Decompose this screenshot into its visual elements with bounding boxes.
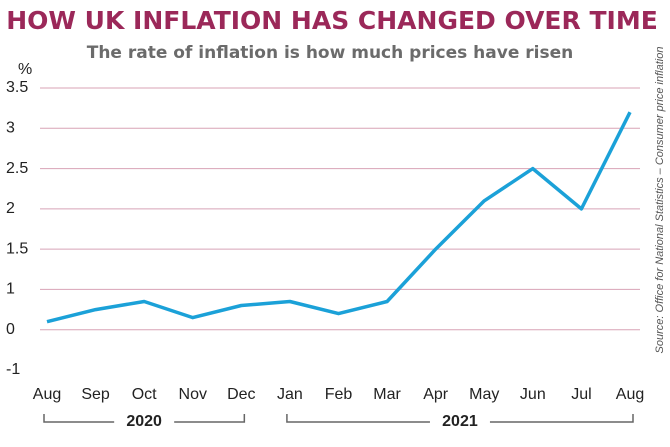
y-tick-label: 3.5 <box>6 79 28 96</box>
x-tick-label: May <box>469 386 499 403</box>
y-tick-label: 2 <box>6 200 15 217</box>
y-tick-label: 1.5 <box>6 240 28 257</box>
y-tick-label: 3 <box>6 120 15 137</box>
data-line <box>46 111 632 324</box>
x-tick-label: Jan <box>277 386 303 403</box>
y-tick-label: -1 <box>6 361 20 378</box>
y-axis-label: % <box>18 61 32 78</box>
x-tick-label: Dec <box>227 386 255 403</box>
year-bracket <box>286 414 634 423</box>
x-tick-label: Apr <box>423 386 449 403</box>
year-label: 2021 <box>442 413 478 430</box>
x-tick-label: Jun <box>520 386 546 403</box>
x-tick-label: Aug <box>616 386 644 403</box>
chart-title: HOW UK INFLATION HAS CHANGED OVER TIME <box>6 6 658 35</box>
x-tick-label: Aug <box>33 386 61 403</box>
x-tick-label: Feb <box>325 386 353 403</box>
x-tick-label: Jul <box>571 386 591 403</box>
year-label: 2020 <box>126 413 162 430</box>
x-tick-label: Sep <box>81 386 110 403</box>
source-note: Source: Office for National Statistics –… <box>654 47 666 354</box>
y-tick-label: 0 <box>6 321 15 338</box>
y-tick-label: 2.5 <box>6 160 28 177</box>
x-tick-label: Oct <box>132 386 157 403</box>
y-tick-label: 1 <box>6 281 15 298</box>
chart-subtitle: The rate of inflation is how much prices… <box>87 43 574 63</box>
year-bracket <box>43 414 246 423</box>
x-tick-label: Nov <box>179 386 207 403</box>
x-tick-label: Mar <box>373 386 401 403</box>
